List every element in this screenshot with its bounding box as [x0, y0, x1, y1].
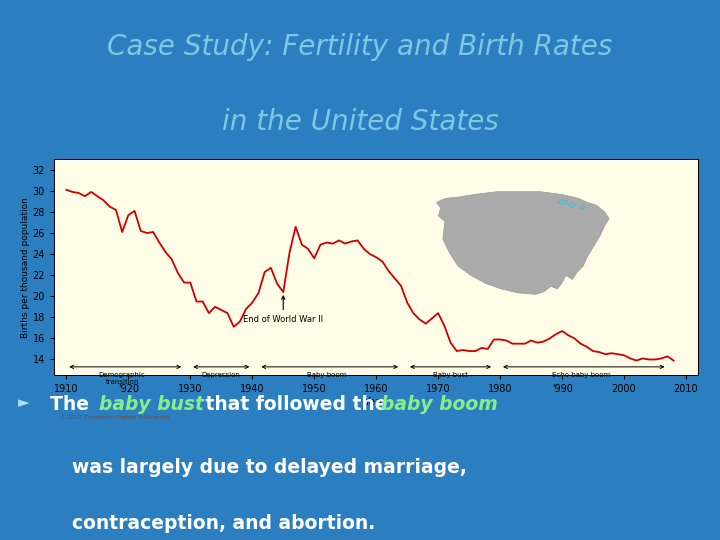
X-axis label: Year: Year [364, 397, 388, 407]
Text: Baby bust: Baby bust [433, 372, 468, 378]
Text: Depression: Depression [202, 372, 240, 378]
Text: contraception, and abortion.: contraception, and abortion. [72, 514, 375, 532]
Text: in the United States: in the United States [222, 108, 498, 136]
Text: The: The [50, 395, 96, 414]
Text: ©2007 Thomson Higher Education: ©2007 Thomson Higher Education [60, 414, 170, 420]
Text: Echo baby boom: Echo baby boom [552, 372, 610, 378]
Text: baby bust: baby bust [99, 395, 204, 414]
Text: Baby boom: Baby boom [307, 372, 346, 378]
Text: that followed the: that followed the [199, 395, 394, 414]
Text: baby boom: baby boom [381, 395, 498, 414]
Polygon shape [557, 200, 568, 205]
Text: was largely due to delayed marriage,: was largely due to delayed marriage, [72, 458, 467, 477]
Text: ►: ► [18, 395, 30, 410]
Polygon shape [579, 205, 585, 210]
Polygon shape [436, 192, 609, 294]
Y-axis label: Births per thousand population: Births per thousand population [21, 197, 30, 338]
Text: Case Study: Fertility and Birth Rates: Case Study: Fertility and Birth Rates [107, 33, 613, 61]
Polygon shape [568, 202, 577, 208]
Text: Demographic
transition: Demographic transition [99, 372, 145, 384]
Text: End of World War II: End of World War II [243, 296, 323, 324]
